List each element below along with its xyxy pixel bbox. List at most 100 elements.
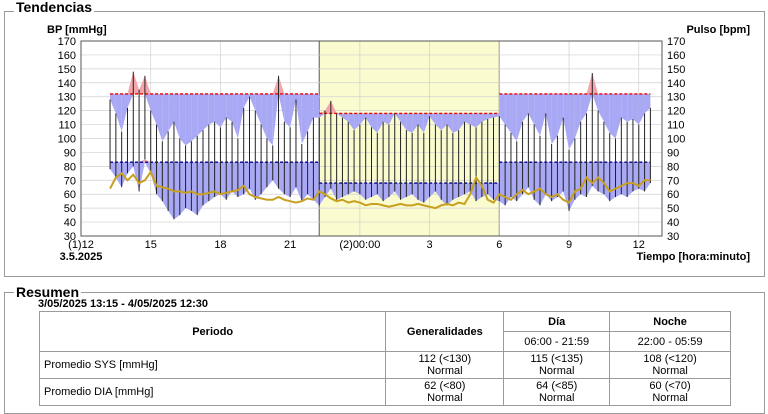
- dia-under-fill: [272, 162, 279, 189]
- dia-under-fill: [133, 162, 140, 192]
- trends-title: Tendencias: [14, 0, 94, 15]
- sys-over-fill: [144, 75, 151, 94]
- dia-under-fill: [162, 162, 169, 211]
- y-tick-label-right: 90: [667, 147, 679, 159]
- sys-under-fill: [313, 93, 320, 118]
- y-tick-label-left: 120: [58, 106, 76, 118]
- y-tick-label-left: 140: [58, 78, 76, 90]
- dia-under-fill: [627, 162, 633, 197]
- y-tick-label-left: 90: [64, 147, 76, 159]
- dia-under-fill: [441, 183, 448, 206]
- x-tick-label: 12: [633, 239, 645, 251]
- dia-under-fill: [580, 162, 587, 197]
- dia-under-fill: [354, 183, 360, 195]
- y-tick-label-right: 110: [667, 120, 685, 132]
- sys-under-fill: [388, 113, 395, 125]
- sys-under-fill: [365, 113, 372, 128]
- sys-under-fill: [580, 93, 587, 122]
- dia-under-fill: [319, 183, 326, 206]
- sys-under-fill: [150, 93, 157, 125]
- dia-under-fill: [551, 162, 558, 202]
- dia-under-fill: [278, 162, 285, 195]
- y-tick-label-left: 50: [64, 203, 76, 215]
- dia-under-fill: [266, 162, 273, 188]
- overall-cell: 112 (<130) Normal: [385, 351, 505, 379]
- day-status: Normal: [538, 365, 575, 377]
- sys-under-fill: [249, 93, 256, 111]
- sys-under-fill: [615, 93, 622, 139]
- sys-over-fill: [325, 100, 331, 114]
- sys-under-fill: [127, 93, 134, 108]
- dia-under-fill: [528, 162, 535, 200]
- dia-under-fill: [179, 162, 186, 216]
- sys-under-fill: [226, 93, 233, 122]
- x-tick-label: 3: [427, 239, 433, 251]
- x-tick-label: 21: [284, 239, 296, 251]
- overall-value: 62 (<80): [424, 380, 466, 392]
- day-cell: 64 (<85) Normal: [503, 378, 611, 406]
- dia-under-fill: [249, 162, 256, 200]
- dia-under-fill: [458, 183, 465, 197]
- sys-under-fill: [632, 93, 639, 125]
- sys-under-fill: [464, 113, 471, 125]
- sys-under-fill: [603, 93, 610, 133]
- table-row: Promedio SYS [mmHg] 112 (<130) Normal 11…: [38, 351, 731, 379]
- sys-over-fill: [272, 75, 279, 94]
- day-value: 115 (<135): [530, 353, 584, 365]
- dia-under-fill: [214, 162, 221, 197]
- sys-under-fill: [534, 93, 540, 136]
- dia-under-fill: [632, 162, 639, 192]
- dia-under-fill: [365, 183, 372, 200]
- sys-under-fill: [295, 93, 302, 145]
- sys-under-fill: [255, 93, 262, 125]
- sys-under-fill: [644, 93, 651, 114]
- y-tick-label-right: 30: [667, 231, 679, 243]
- summary-table: Periodo Generalidades Día Noche 06:00 - …: [38, 311, 731, 406]
- x-tick-label: 18: [214, 239, 226, 251]
- dia-under-fill: [592, 162, 599, 192]
- sys-over-fill: [330, 100, 337, 114]
- dia-under-fill: [237, 162, 244, 197]
- y-tick-label-left: 100: [58, 134, 76, 146]
- row-label: Promedio DIA [mmHg]: [38, 378, 387, 406]
- sys-under-fill: [452, 113, 459, 133]
- sys-under-fill: [400, 113, 407, 131]
- dia-under-fill: [110, 162, 116, 178]
- y-tick-label-left: 30: [64, 231, 76, 243]
- sys-under-fill: [551, 93, 558, 145]
- night-status: Normal: [652, 365, 688, 377]
- sys-under-fill: [574, 93, 581, 139]
- dia-under-fill: [220, 162, 227, 200]
- dia-under-fill: [603, 162, 610, 202]
- y-tick-label-right: 60: [667, 189, 679, 201]
- sys-under-fill: [173, 93, 180, 139]
- night-value: 60 (<70): [649, 380, 691, 392]
- dia-under-fill: [290, 162, 296, 197]
- y-tick-label-left: 150: [58, 64, 76, 76]
- dia-under-fill: [301, 162, 308, 202]
- y-tick-label-right: 120: [667, 106, 685, 118]
- y-tick-label-right: 130: [667, 92, 685, 104]
- x-tick-label: 6: [496, 239, 502, 251]
- dia-under-fill: [476, 183, 482, 202]
- summary-date-range: 3/05/2025 13:15 - 4/05/2025 12:30: [38, 298, 209, 310]
- y-tick-label-left: 110: [58, 120, 76, 132]
- dia-under-fill: [481, 183, 488, 197]
- sys-under-fill: [237, 93, 244, 139]
- dia-under-fill: [609, 162, 616, 202]
- sys-under-fill: [319, 113, 326, 118]
- y-axis-label-left: BP [mmHg]: [47, 24, 107, 36]
- x-tick-label: (1)12: [68, 239, 94, 251]
- sys-under-fill: [627, 93, 633, 122]
- sys-under-fill: [191, 93, 198, 142]
- day-cell: 115 (<135) Normal: [503, 351, 611, 379]
- sys-under-fill: [557, 93, 564, 136]
- sys-under-fill: [417, 113, 424, 133]
- dia-under-fill: [545, 162, 552, 202]
- dia-under-fill: [487, 183, 494, 200]
- sys-under-fill: [528, 93, 535, 125]
- y-tick-label-right: 50: [667, 203, 679, 215]
- dia-under-fill: [197, 162, 204, 216]
- sys-under-fill: [545, 93, 552, 145]
